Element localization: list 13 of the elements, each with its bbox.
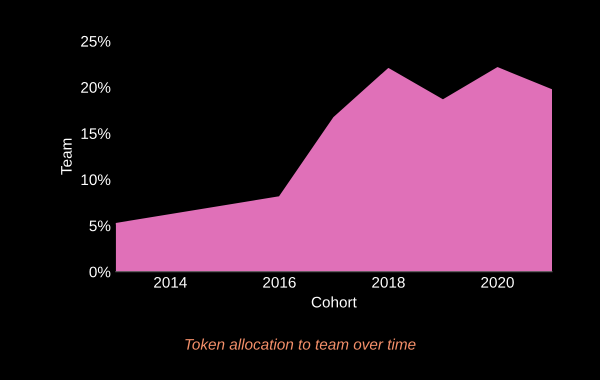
y-axis-title: Team — [61, 138, 72, 175]
y-tick-label: 15% — [82, 128, 110, 139]
x-tick-label: 2016 — [263, 276, 296, 288]
text: Token allocation to team over time — [185, 338, 416, 350]
y-tick-label: 0% — [89, 266, 110, 278]
x-axis-title: Cohort — [312, 296, 357, 308]
y-tick-label: 10% — [82, 174, 110, 186]
y-tick-label: 25% — [81, 36, 110, 47]
x-tick-label: 2014 — [154, 276, 187, 288]
x-tick-label: 2020 — [481, 276, 514, 288]
x-tick-label: 2018 — [372, 276, 405, 288]
y-tick-label: 5% — [89, 220, 110, 232]
y-tick-label: 20% — [81, 82, 110, 93]
